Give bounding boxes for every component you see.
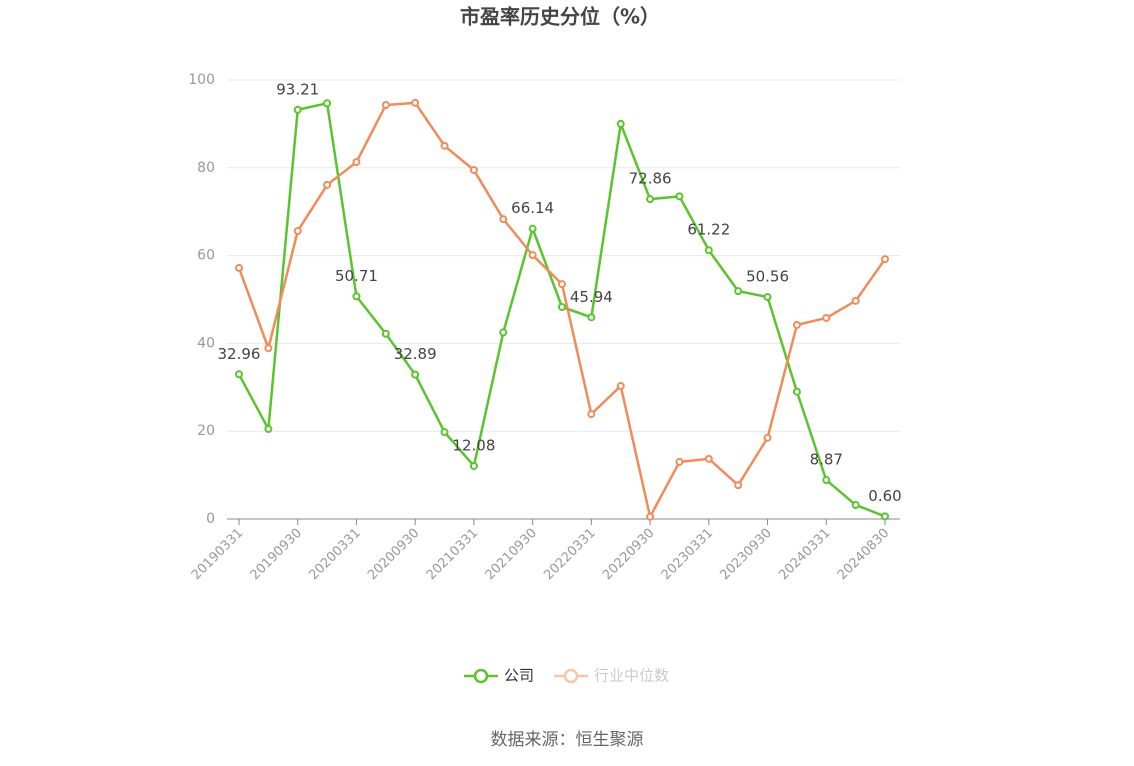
- point: [264, 425, 273, 434]
- point: [381, 101, 390, 110]
- point: [528, 224, 537, 233]
- data-label: 50.71: [335, 267, 378, 285]
- point: [851, 296, 860, 305]
- y-tick-label: 40: [197, 335, 215, 351]
- point: [822, 476, 831, 485]
- point: [528, 251, 537, 260]
- legend-label: 行业中位数: [594, 667, 669, 685]
- point: [675, 457, 684, 466]
- data-label: 50.56: [746, 268, 789, 286]
- point: [646, 195, 655, 204]
- point: [763, 293, 772, 302]
- y-tick-label: 80: [197, 160, 215, 176]
- legend-marker: [473, 668, 489, 684]
- legend-marker: [563, 668, 579, 684]
- x-tick-label: 20240830: [835, 526, 892, 583]
- data-label: 32.96: [218, 345, 261, 363]
- point: [734, 481, 743, 490]
- data-label: 93.21: [276, 80, 319, 98]
- x-tick-label: 20230331: [659, 526, 716, 583]
- chart-title: 市盈率历史分位（%）: [460, 5, 660, 29]
- legend-item[interactable]: 公司: [464, 667, 534, 685]
- y-tick-label: 100: [188, 72, 215, 88]
- point: [469, 461, 478, 470]
- point: [734, 287, 743, 296]
- x-tick-label: 20220930: [600, 526, 657, 583]
- point: [352, 292, 361, 301]
- point: [881, 512, 889, 521]
- point: [792, 320, 801, 329]
- legend-label: 公司: [504, 667, 534, 685]
- x-tick-label: 20190331: [189, 526, 246, 583]
- point: [293, 227, 302, 236]
- x-tick-label: 20200331: [306, 526, 363, 583]
- point: [381, 329, 390, 338]
- data-label: 8.87: [810, 451, 843, 469]
- point: [558, 302, 566, 311]
- point: [323, 180, 332, 189]
- point: [881, 255, 889, 264]
- x-tick-label: 20220331: [541, 526, 598, 583]
- point: [293, 105, 302, 114]
- point: [704, 246, 713, 255]
- point: [499, 328, 508, 337]
- point: [264, 344, 273, 353]
- point: [587, 313, 596, 322]
- data-label: 32.89: [394, 345, 437, 363]
- point: [616, 381, 625, 390]
- source: 数据来源：恒生聚源: [491, 730, 644, 750]
- x-tick-label: 20200930: [365, 526, 422, 583]
- point: [616, 119, 625, 128]
- point: [792, 387, 801, 396]
- point: [235, 370, 243, 379]
- point: [411, 370, 420, 379]
- data-label: 0.60: [868, 487, 901, 505]
- point: [352, 158, 361, 167]
- point: [558, 280, 566, 289]
- y-tick-label: 20: [197, 423, 215, 439]
- point: [587, 410, 596, 419]
- point: [851, 500, 860, 509]
- x-tick-label: 20210930: [483, 526, 540, 583]
- point: [499, 215, 508, 224]
- point: [675, 192, 684, 201]
- data-label: 61.22: [687, 221, 730, 239]
- point: [704, 454, 713, 463]
- data-label: 12.08: [452, 436, 495, 454]
- point: [235, 263, 243, 272]
- legend-item[interactable]: 行业中位数: [554, 667, 669, 685]
- point: [440, 141, 449, 150]
- point: [440, 428, 449, 437]
- point: [469, 165, 478, 174]
- point: [646, 512, 655, 521]
- data-label: 66.14: [511, 199, 554, 217]
- point: [822, 313, 831, 322]
- x-tick-label: 20240331: [776, 526, 833, 583]
- data-label: 72.86: [629, 170, 672, 188]
- x-tick-label: 20210331: [424, 526, 481, 583]
- data-label: 45.94: [570, 288, 613, 306]
- y-tick-label: 60: [197, 248, 215, 264]
- point: [323, 99, 332, 108]
- x-tick-label: 20190930: [248, 526, 305, 583]
- x-tick-label: 20230930: [717, 526, 774, 583]
- point: [411, 98, 420, 107]
- y-tick-label: 0: [206, 511, 215, 527]
- point: [763, 433, 772, 442]
